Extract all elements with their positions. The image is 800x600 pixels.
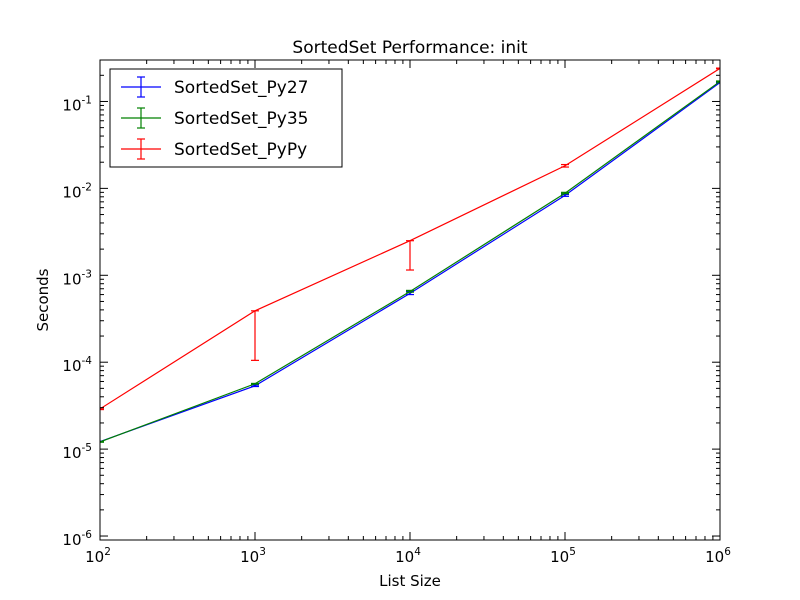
legend-handle (121, 76, 161, 98)
plot-area (100, 67, 720, 443)
legend-handle (121, 138, 161, 160)
error-bar (716, 80, 720, 83)
x-tick-label: 105 (550, 546, 576, 566)
error-bar (561, 163, 569, 168)
legend-label: SortedSet_Py35 (174, 109, 308, 129)
error-bar (406, 289, 414, 293)
y-tick-label: 10-4 (62, 355, 92, 375)
x-tick-label: 103 (240, 546, 266, 566)
x-tick-label: 102 (85, 546, 111, 566)
error-bar (251, 310, 259, 361)
legend-item: SortedSet_PyPy (121, 138, 307, 160)
error-bar (561, 191, 569, 195)
x-axis-label: List Size (379, 572, 441, 590)
legend-label: SortedSet_PyPy (174, 140, 307, 160)
x-tick-label: 104 (395, 546, 421, 566)
y-tick-label: 10-5 (62, 442, 92, 462)
y-axis-label: Seconds (34, 268, 52, 331)
series-SortedSet_Py35 (100, 80, 720, 443)
y-tick-label: 10-2 (62, 181, 92, 201)
plot-frame (99, 59, 721, 541)
series-SortedSet_PyPy (100, 67, 720, 411)
chart-title: SortedSet Performance: init (292, 38, 527, 58)
legend-label: SortedSet_Py27 (174, 78, 308, 98)
y-tick-label: 10-1 (62, 94, 92, 114)
legend-handle (121, 107, 161, 129)
axis-ticks: 102 103 104 105 106 10-6 10-5 10-4 10-3 10-2 10-1 (62, 60, 731, 566)
error-bar (100, 441, 104, 443)
error-bar (100, 407, 104, 411)
error-bar (251, 382, 259, 385)
legend: SortedSet_Py27 SortedSet_Py35 SortedSet_Py… (109, 68, 343, 168)
y-tick-label: 10-6 (62, 529, 92, 549)
legend-item: SortedSet_Py27 (121, 76, 308, 98)
legend-item: SortedSet_Py35 (121, 107, 308, 129)
error-bar (716, 67, 720, 70)
error-bar (406, 240, 414, 271)
y-tick-label: 10-3 (62, 268, 92, 288)
x-tick-label: 106 (705, 546, 731, 566)
